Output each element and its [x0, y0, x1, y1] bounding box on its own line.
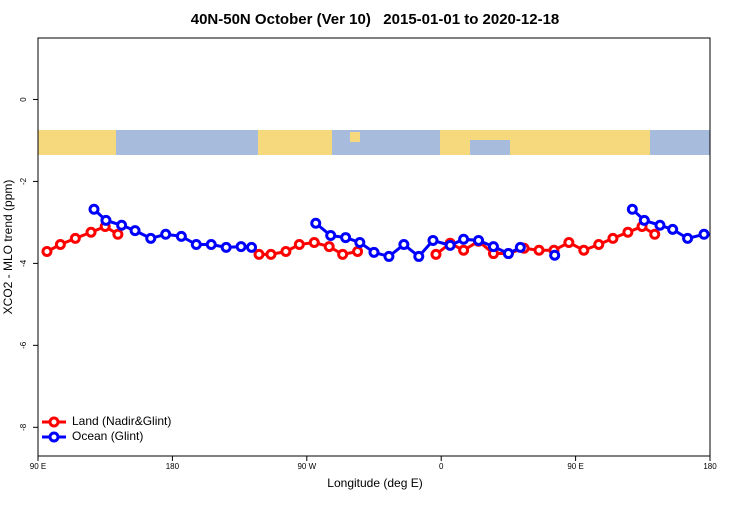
legend-marker: [48, 431, 60, 443]
data-point: [220, 241, 232, 253]
data-point: [54, 239, 66, 251]
data-point: [160, 228, 172, 240]
data-point: [145, 232, 157, 244]
data-point: [175, 230, 187, 242]
data-point: [638, 214, 650, 226]
data-point: [354, 236, 366, 248]
data-point: [654, 219, 666, 231]
data-point: [116, 219, 128, 231]
data-point: [682, 232, 694, 244]
data-point: [502, 248, 514, 260]
data-point: [253, 248, 265, 260]
data-point: [88, 203, 100, 215]
data-point: [323, 241, 335, 253]
map-strip: [38, 130, 710, 155]
data-point: [205, 239, 217, 251]
data-point: [69, 232, 81, 244]
x-tick-label: 180: [703, 462, 717, 471]
data-point: [112, 228, 124, 240]
data-point: [265, 248, 277, 260]
x-tick-label: 90 W: [297, 462, 316, 471]
data-point: [352, 246, 364, 258]
legend-marker: [48, 416, 60, 428]
data-point: [430, 248, 442, 260]
y-tick-label: -4: [19, 259, 28, 267]
data-point: [293, 239, 305, 251]
data-point: [649, 228, 661, 240]
data-point: [310, 217, 322, 229]
data-point: [458, 244, 470, 256]
data-point: [593, 239, 605, 251]
data-point: [607, 232, 619, 244]
land-band: [38, 130, 116, 155]
land-band: [350, 132, 360, 142]
chart-title: 40N-50N October (Ver 10) 2015-01-01 to 2…: [191, 11, 560, 28]
data-point: [622, 226, 634, 238]
x-tick-label: 0: [439, 462, 444, 471]
x-tick-label: 90 E: [30, 462, 46, 471]
data-point: [190, 239, 202, 251]
data-point: [340, 232, 352, 244]
data-point: [235, 241, 247, 253]
x-tick-label: 180: [166, 462, 180, 471]
data-point: [698, 228, 710, 240]
data-point: [100, 214, 112, 226]
data-point: [549, 249, 561, 261]
data-point: [578, 244, 590, 256]
data-point: [383, 250, 395, 262]
data-point: [41, 246, 53, 258]
x-tick-label: 90 E: [567, 462, 583, 471]
data-point: [667, 223, 679, 235]
data-point: [85, 226, 97, 238]
data-point: [458, 233, 470, 245]
y-axis-label: XCO2 - MLO trend (ppm): [1, 180, 15, 315]
data-point: [413, 250, 425, 262]
data-point: [626, 203, 638, 215]
data-point: [398, 239, 410, 251]
data-point: [444, 239, 456, 251]
data-point: [533, 244, 545, 256]
data-point: [246, 241, 258, 253]
y-tick-label: -8: [19, 423, 28, 431]
plot-frame: [37, 37, 711, 457]
data-point: [487, 241, 499, 253]
ocean-band: [470, 140, 510, 155]
data-point: [337, 248, 349, 260]
y-tick-label: -6: [19, 341, 28, 349]
data-point: [325, 230, 337, 242]
x-axis-label: Longitude (deg E): [327, 476, 422, 490]
data-point: [368, 246, 380, 258]
data-point: [280, 246, 292, 258]
data-point: [308, 236, 320, 248]
legend-label: Land (Nadir&Glint): [72, 414, 171, 428]
land-band: [258, 130, 332, 155]
data-point: [473, 234, 485, 246]
y-tick-label: -2: [19, 177, 28, 185]
data-point: [514, 241, 526, 253]
data-point: [427, 234, 439, 246]
data-point: [563, 236, 575, 248]
legend-label: Ocean (Glint): [72, 429, 143, 443]
y-tick-label: 0: [19, 97, 28, 102]
data-point: [129, 225, 141, 237]
